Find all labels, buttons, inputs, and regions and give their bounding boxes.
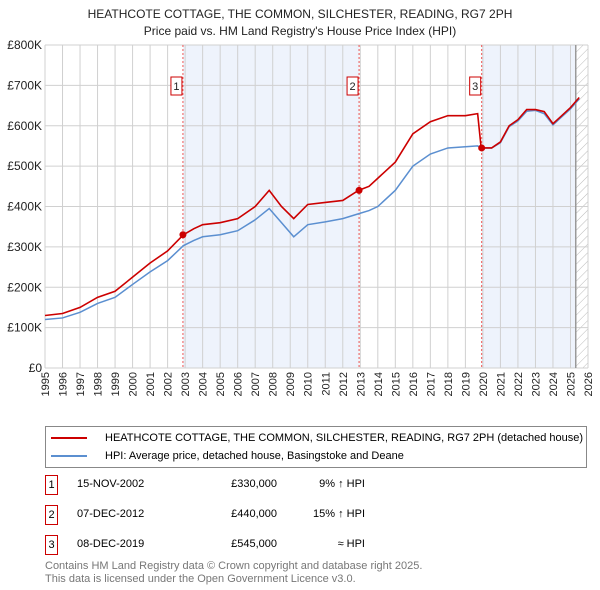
chart-title: HEATHCOTE COTTAGE, THE COMMON, SILCHESTE… [88,7,513,21]
sale-marker-label: 3 [472,81,478,93]
hpi-line [44,98,580,321]
x-tick-label: 2024 [548,372,560,396]
x-tick-label: 2022 [513,372,525,396]
sale-marker-label: 1 [173,81,179,93]
legend-item-hpi: HPI: Average price, detached house, Basi… [46,448,404,464]
x-tick-label: 2015 [390,372,402,396]
x-tick-label: 2023 [530,372,542,396]
legend-label: HEATHCOTE COTTAGE, THE COMMON, SILCHESTE… [105,432,583,444]
sale-marker: 1 [45,475,58,495]
x-tick-label: 2017 [425,372,437,396]
x-tick-label: 2025 [565,372,577,396]
x-tick-label: 2001 [145,372,157,396]
sale-hpi: 9% ↑ HPI [319,478,365,490]
x-tick-label: 2020 [478,372,490,396]
footer-line: This data is licensed under the Open Gov… [45,573,356,585]
x-tick-label: 2019 [460,372,472,396]
y-tick-label: £600K [7,119,42,133]
y-tick-label: £800K [7,38,42,52]
footer-line: Contains HM Land Registry data © Crown c… [45,560,423,572]
x-tick-label: 2012 [338,372,350,396]
x-tick-label: 2003 [180,372,192,396]
y-tick-label: £300K [7,240,42,254]
x-tick-label: 2005 [215,372,227,396]
sale-date: 15-NOV-2002 [77,478,145,490]
y-tick-label: £400K [7,200,42,214]
sale-marker-box [346,76,359,96]
sale-hpi: 15% ↑ HPI [313,508,365,520]
sale-price: £440,000 [231,508,277,520]
footer: Contains HM Land Registry data © Crown c… [45,560,422,586]
x-tick-label: 2000 [128,372,140,396]
sale-marker-label: 2 [350,81,356,93]
blue-line-swatch [51,455,87,457]
sale-marker-box [170,76,183,96]
x-tick-label: 2014 [373,372,385,396]
y-tick-label: £500K [7,159,42,173]
sale-point [179,231,187,239]
sale-date: 08-DEC-2019 [77,538,145,550]
legend: HEATHCOTE COTTAGE, THE COMMON, SILCHESTE… [45,426,587,468]
x-tick-label: 1996 [58,372,70,396]
x-tick-label: 2026 [583,372,595,396]
sale-marker: 2 [45,505,58,525]
sale-point [355,186,363,194]
sale-row: 1 15-NOV-2002 £330,000 9% ↑ HPI [45,475,375,497]
sale-marker-box [469,76,482,96]
x-tick-label: 1995 [40,372,52,396]
x-tick-label: 2008 [268,372,280,396]
legend-item-property: HEATHCOTE COTTAGE, THE COMMON, SILCHESTE… [46,430,583,446]
x-tick-label: 1999 [110,372,122,396]
y-tick-label: £700K [7,78,42,92]
x-tick-label: 2021 [495,372,507,396]
legend-label: HPI: Average price, detached house, Basi… [105,450,404,462]
y-tick-label: £200K [7,280,42,294]
x-tick-label: 2006 [233,372,245,396]
x-tick-label: 2007 [250,372,262,396]
x-tick-label: 2011 [320,372,332,396]
sale-marker: 3 [45,535,58,555]
chart-subtitle: Price paid vs. HM Land Registry's House … [144,24,456,38]
x-tick-label: 2010 [303,372,315,396]
sale-price: £545,000 [231,538,277,550]
x-tick-label: 2018 [443,372,455,396]
y-tick-label: £0 [29,361,43,375]
x-tick-label: 2004 [198,372,210,396]
x-tick-label: 2009 [285,372,297,396]
x-tick-label: 1998 [93,372,105,396]
x-tick-label: 2016 [408,372,420,396]
x-tick-label: 2002 [163,372,175,396]
sale-row: 3 08-DEC-2019 £545,000 ≈ HPI [45,535,375,557]
x-tick-label: 2013 [355,372,367,396]
sale-date: 07-DEC-2012 [77,508,145,520]
sale-price: £330,000 [231,478,277,490]
sale-row: 2 07-DEC-2012 £440,000 15% ↑ HPI [45,505,375,527]
sale-point [478,144,486,152]
price-chart: HEATHCOTE COTTAGE, THE COMMON, SILCHESTE… [7,7,595,396]
red-line-swatch [51,437,87,439]
x-tick-label: 1997 [75,372,87,396]
y-tick-label: £100K [7,321,42,335]
sale-hpi: ≈ HPI [337,538,365,550]
